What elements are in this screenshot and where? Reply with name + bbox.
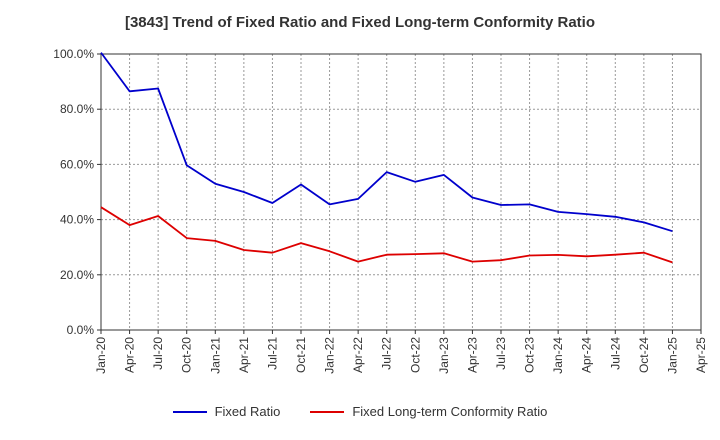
x-tick-label: Jul-24 [608, 337, 622, 370]
x-tick-label: Jan-22 [323, 337, 337, 374]
x-tick-label: Jul-21 [265, 337, 279, 370]
legend-item-fixed-long-term-conformity-ratio: Fixed Long-term Conformity Ratio [310, 404, 547, 419]
series-line-fixed-ratio [100, 52, 673, 233]
x-tick-label: Jan-24 [551, 337, 565, 374]
legend-label-fixed-ratio: Fixed Ratio [214, 404, 281, 419]
y-tick-label: 20.0% [60, 268, 94, 282]
x-tick-label: Jan-21 [208, 337, 222, 374]
y-tick-label: 100.0% [53, 47, 94, 61]
x-tick-label: Jul-23 [494, 337, 508, 370]
x-tick-label: Apr-23 [465, 337, 479, 373]
x-tick-label: Apr-24 [580, 337, 594, 373]
plot-frame [100, 53, 702, 331]
x-tick-label: Jan-25 [665, 337, 679, 374]
legend-swatch-conformity-ratio [310, 410, 345, 413]
y-tick-label: 0.0% [67, 323, 95, 337]
x-tick-label: Jan-20 [94, 337, 108, 374]
x-tick-label: Oct-24 [637, 337, 651, 373]
x-tick-label: Oct-20 [180, 337, 194, 373]
x-tick-label: Apr-20 [123, 337, 137, 373]
chart-title: [3843] Trend of Fixed Ratio and Fixed Lo… [124, 14, 596, 31]
x-tick-label: Apr-22 [351, 337, 365, 373]
x-tick-label: Apr-21 [237, 337, 251, 373]
y-tick-label: 60.0% [60, 157, 94, 171]
x-tick-label: Jul-22 [380, 337, 394, 370]
legend: Fixed Ratio Fixed Long-term Conformity R… [0, 404, 720, 419]
x-tick-label: Jan-23 [437, 337, 451, 374]
x-tick-label: Oct-22 [408, 337, 422, 373]
x-tick-label: Apr-25 [694, 337, 708, 373]
x-tick-label: Oct-23 [523, 337, 537, 373]
legend-swatch-fixed-ratio [172, 410, 207, 413]
legend-label-conformity-ratio: Fixed Long-term Conformity Ratio [352, 404, 548, 419]
y-tick-label: 40.0% [60, 213, 94, 227]
legend-item-fixed-ratio: Fixed Ratio [172, 404, 281, 419]
x-tick-label: Jul-20 [151, 337, 165, 370]
y-tick-label: 80.0% [60, 102, 94, 116]
x-tick-label: Oct-21 [294, 337, 308, 373]
series-line-fixed-long-term-conformity-ratio [100, 206, 673, 264]
